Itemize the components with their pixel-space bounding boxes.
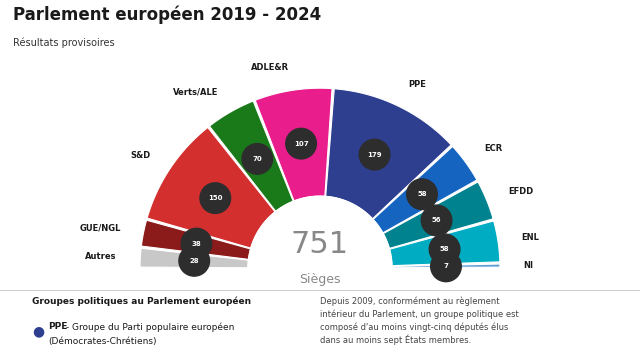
Text: Parlement européen 2019 - 2024: Parlement européen 2019 - 2024 (13, 5, 321, 24)
Text: S&D: S&D (131, 150, 151, 159)
Text: ●: ● (32, 324, 44, 338)
Text: ADLE&R: ADLE&R (252, 63, 289, 72)
Circle shape (179, 246, 209, 276)
Text: 751: 751 (291, 230, 349, 259)
Polygon shape (326, 89, 451, 219)
Text: (Démocrates-Chrétiens): (Démocrates-Chrétiens) (48, 337, 157, 346)
Text: 38: 38 (191, 240, 202, 247)
Polygon shape (383, 182, 493, 248)
Polygon shape (248, 266, 392, 313)
Text: Verts/ALE: Verts/ALE (173, 87, 219, 96)
Text: 70: 70 (252, 156, 262, 162)
Text: 58: 58 (417, 191, 427, 197)
Polygon shape (140, 248, 248, 268)
Text: Sièges: Sièges (300, 273, 340, 285)
Text: Depuis 2009, conformément au règlement
intérieur du Parlement, un groupe politiq: Depuis 2009, conformément au règlement i… (320, 297, 519, 345)
Text: ENL: ENL (521, 233, 539, 242)
Circle shape (429, 234, 460, 265)
Polygon shape (255, 88, 332, 201)
Text: 58: 58 (440, 246, 449, 252)
Circle shape (431, 251, 461, 282)
Text: PPE: PPE (48, 322, 67, 331)
Text: 107: 107 (294, 141, 308, 147)
Text: NI: NI (524, 261, 533, 270)
Text: Groupes politiques au Parlement européen: Groupes politiques au Parlement européen (32, 297, 251, 306)
Polygon shape (392, 264, 500, 268)
Text: Résultats provisoires: Résultats provisoires (13, 38, 115, 48)
Text: 56: 56 (432, 217, 442, 224)
Text: EFDD: EFDD (508, 186, 534, 195)
Text: ECR: ECR (484, 144, 503, 153)
Text: 7: 7 (444, 264, 449, 269)
Text: 150: 150 (208, 195, 223, 201)
Text: 179: 179 (367, 152, 382, 158)
Polygon shape (147, 127, 275, 248)
Circle shape (242, 144, 273, 174)
Text: GUE/NGL: GUE/NGL (79, 224, 120, 233)
Circle shape (286, 128, 316, 159)
Polygon shape (373, 147, 477, 233)
Text: 28: 28 (189, 258, 199, 264)
Polygon shape (248, 196, 392, 268)
Text: Autres: Autres (86, 252, 117, 261)
Circle shape (181, 228, 212, 259)
Circle shape (406, 179, 437, 210)
Text: PPE: PPE (408, 80, 426, 89)
Polygon shape (141, 220, 251, 259)
Polygon shape (209, 101, 293, 211)
Circle shape (421, 205, 452, 236)
Text: - Groupe du Parti populaire européen: - Groupe du Parti populaire européen (63, 322, 234, 332)
Polygon shape (390, 221, 500, 266)
Circle shape (200, 183, 230, 213)
Circle shape (359, 139, 390, 170)
